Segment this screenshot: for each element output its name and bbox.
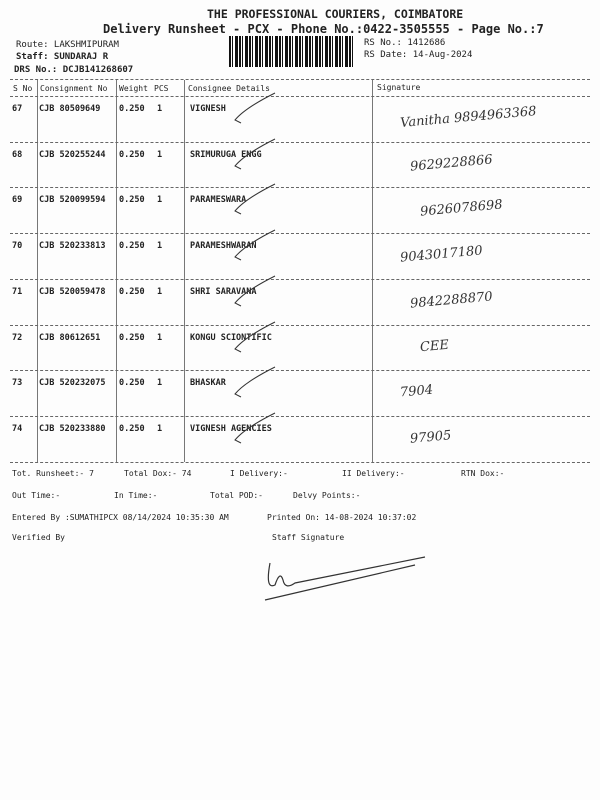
row-sno: 69 [12, 195, 23, 206]
consignment-no: CJB 80509649 [39, 104, 101, 114]
weight: 0.250 [119, 241, 145, 252]
barcode [229, 36, 355, 67]
pcs: 1 [157, 195, 163, 206]
pcs: 1 [157, 241, 163, 252]
handwritten-signature: 9629228866 [409, 152, 494, 175]
rs-date: RS Date: 14-Aug-2024 [364, 50, 473, 60]
consignment-no: CJB 520255244 [39, 149, 106, 160]
consignment-no: CJB 520233880 [39, 423, 106, 434]
rtn-dox: RTN Dox:- [461, 469, 505, 478]
handwritten-signature: 9626078698 [419, 197, 504, 220]
delivery-tick-mark [234, 229, 276, 261]
pcs: 1 [157, 104, 163, 114]
row-sno: 70 [12, 241, 23, 252]
col-consignment: Consignment No [40, 84, 108, 93]
in-time: In Time:- [114, 491, 158, 500]
weight: 0.250 [119, 378, 145, 389]
handwritten-signature: 97905 [409, 428, 452, 447]
consignee: SHRI SARAVANA [190, 286, 257, 297]
total-pod: Total POD:- [210, 491, 263, 500]
weight: 0.250 [119, 149, 145, 160]
ii-delivery: II Delivery:- [342, 469, 405, 478]
weight: 0.250 [119, 195, 145, 206]
i-delivery: I Delivery:- [230, 469, 288, 478]
pcs: 1 [157, 332, 163, 343]
row-sno: 74 [12, 423, 23, 434]
entered-by: Entered By :SUMATHIPCX 08/14/2024 10:35:… [12, 513, 229, 522]
consignee: VIGNESH [190, 104, 226, 114]
weight: 0.250 [119, 423, 145, 434]
consignment-no: CJB 520233813 [39, 241, 106, 252]
row-sno: 73 [12, 378, 23, 389]
consignee: PARAMESHWARAN [190, 241, 257, 252]
consignment-no: CJB 520099594 [39, 195, 106, 206]
consignee: VIGNESH AGENCIES [190, 423, 272, 434]
consignment-no: CJB 520232075 [39, 378, 106, 389]
col-pcs: PCS [154, 84, 169, 93]
rs-number: RS No.: 1412686 [364, 38, 446, 48]
runsheet-title: Delivery Runsheet - PCX - Phone No.:0422… [103, 22, 544, 36]
row-sno: 71 [12, 286, 23, 297]
pcs: 1 [157, 378, 163, 389]
handwritten-signature: 9842288870 [409, 289, 494, 312]
col-signature: Signature [377, 83, 421, 92]
delivery-tick-mark [234, 366, 276, 398]
pcs: 1 [157, 423, 163, 434]
consignee: SRIMURUGA ENGG [190, 149, 262, 160]
row-sno: 68 [12, 149, 23, 160]
handwritten-signature: 9043017180 [399, 243, 484, 266]
drs-number: DRS No.: DCJB141268607 [14, 65, 134, 75]
consignee: KONGU SCIONTIFIC [190, 332, 272, 343]
delivery-tick-mark [234, 92, 276, 124]
delivery-tick-mark [234, 412, 276, 444]
consignment-no: CJB 520059478 [39, 286, 106, 297]
delivery-tick-mark [234, 275, 276, 307]
staff-signature [264, 556, 426, 601]
pcs: 1 [157, 149, 163, 160]
delivery-tick-mark [234, 138, 276, 170]
staff: Staff: SUNDARAJ R [16, 52, 109, 62]
handwritten-signature: 7904 [399, 382, 434, 401]
handwritten-signature: CEE [419, 337, 450, 355]
consignee: BHASKAR [190, 378, 226, 389]
weight: 0.250 [119, 104, 145, 114]
tot-runsheet: Tot. Runsheet:- 7 [12, 469, 94, 478]
consignment-no: CJB 80612651 [39, 332, 101, 343]
staff-signature-label: Staff Signature [272, 533, 345, 542]
delivery-tick-mark [234, 183, 276, 215]
weight: 0.250 [119, 286, 145, 297]
row-sno: 67 [12, 104, 23, 114]
company-name: THE PROFESSIONAL COURIERS, COIMBATORE [207, 7, 464, 21]
col-weight: Weight [119, 84, 148, 93]
row-sno: 72 [12, 332, 23, 343]
delivery-tick-mark [234, 321, 276, 352]
weight: 0.250 [119, 332, 145, 343]
handwritten-signature: Vanitha 9894963368 [399, 104, 538, 131]
consignee: PARAMESWARA [190, 195, 247, 206]
printed-on: Printed On: 14-08-2024 10:37:02 [267, 513, 417, 522]
col-sno: S No [13, 84, 33, 93]
pcs: 1 [157, 286, 163, 297]
col-consignee: Consignee Details [188, 84, 270, 93]
delvy-points: Delvy Points:- [293, 491, 361, 500]
route: Route: LAKSHMIPURAM [16, 40, 119, 50]
total-dox: Total Dox:- 74 [124, 469, 192, 478]
verified-by: Verified By [12, 533, 65, 542]
out-time: Out Time:- [12, 491, 61, 500]
